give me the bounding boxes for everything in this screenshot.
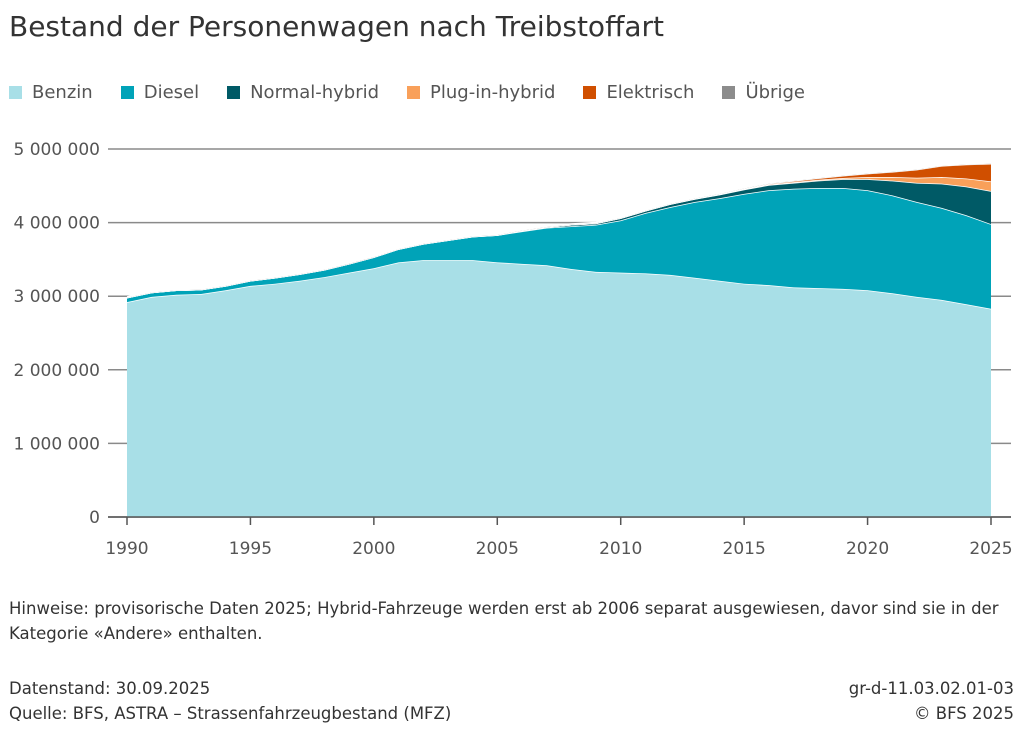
chart-title: Bestand der Personenwagen nach Treibstof… (9, 10, 665, 43)
legend-item-normal-hybrid[interactable]: Normal-hybrid (227, 82, 379, 103)
legend-label: Elektrisch (606, 82, 695, 103)
footer-right: gr-d-11.03.02.01-03 © BFS 2025 (849, 676, 1014, 726)
legend-label: Übrige (745, 82, 805, 103)
legend-item-uebrige[interactable]: Übrige (722, 82, 805, 103)
legend-item-plug-in-hybrid[interactable]: Plug-in-hybrid (407, 82, 555, 103)
y-tick-label: 2 000 000 (13, 361, 100, 381)
x-tick-label: 2015 (723, 539, 766, 559)
y-tick-label: 5 000 000 (13, 140, 100, 160)
area-diesel (127, 188, 991, 309)
legend-label: Normal-hybrid (250, 82, 380, 103)
legend-swatch (722, 86, 736, 99)
x-tick-label: 2000 (352, 539, 395, 559)
x-tick-label: 2020 (846, 539, 889, 559)
y-tick-label: 1 000 000 (13, 434, 100, 454)
legend-label: Diesel (143, 82, 200, 103)
footer-left: Datenstand: 30.09.2025 Quelle: BFS, ASTR… (9, 676, 451, 726)
legend-item-elektrisch[interactable]: Elektrisch (583, 82, 694, 103)
copyright: © BFS 2025 (914, 704, 1014, 723)
chart-notes: Hinweise: provisorische Daten 2025; Hybr… (9, 599, 999, 643)
legend: Benzin Diesel Normal-hybrid Plug-in-hybr… (9, 82, 833, 103)
area-elektrisch (127, 163, 991, 298)
legend-label: Plug-in-hybrid (430, 82, 556, 103)
legend-swatch (227, 86, 241, 99)
legend-label: Benzin (32, 82, 93, 103)
y-tick-label: 3 000 000 (13, 287, 100, 307)
x-tick-label: 2025 (969, 539, 1012, 559)
source: Quelle: BFS, ASTRA – Strassenfahrzeugbes… (9, 704, 452, 723)
legend-item-benzin[interactable]: Benzin (9, 82, 93, 103)
chart-code: gr-d-11.03.02.01-03 (848, 679, 1014, 698)
area-benzin (127, 260, 991, 517)
x-tick-label: 1995 (229, 539, 272, 559)
legend-swatch (9, 86, 22, 99)
y-tick-label: 0 (89, 508, 100, 528)
legend-item-diesel[interactable]: Diesel (120, 82, 200, 103)
area-edge--brige (126, 162, 992, 298)
x-tick-label: 2010 (599, 539, 642, 559)
x-tick-label: 2005 (476, 539, 519, 559)
data-date: Datenstand: 30.09.2025 (9, 679, 211, 698)
area-normal-hybrid (127, 179, 991, 298)
y-tick-label: 4 000 000 (13, 214, 100, 234)
legend-swatch (407, 86, 421, 99)
x-tick-label: 1990 (105, 539, 148, 559)
legend-swatch (120, 86, 134, 99)
legend-swatch (583, 86, 597, 99)
